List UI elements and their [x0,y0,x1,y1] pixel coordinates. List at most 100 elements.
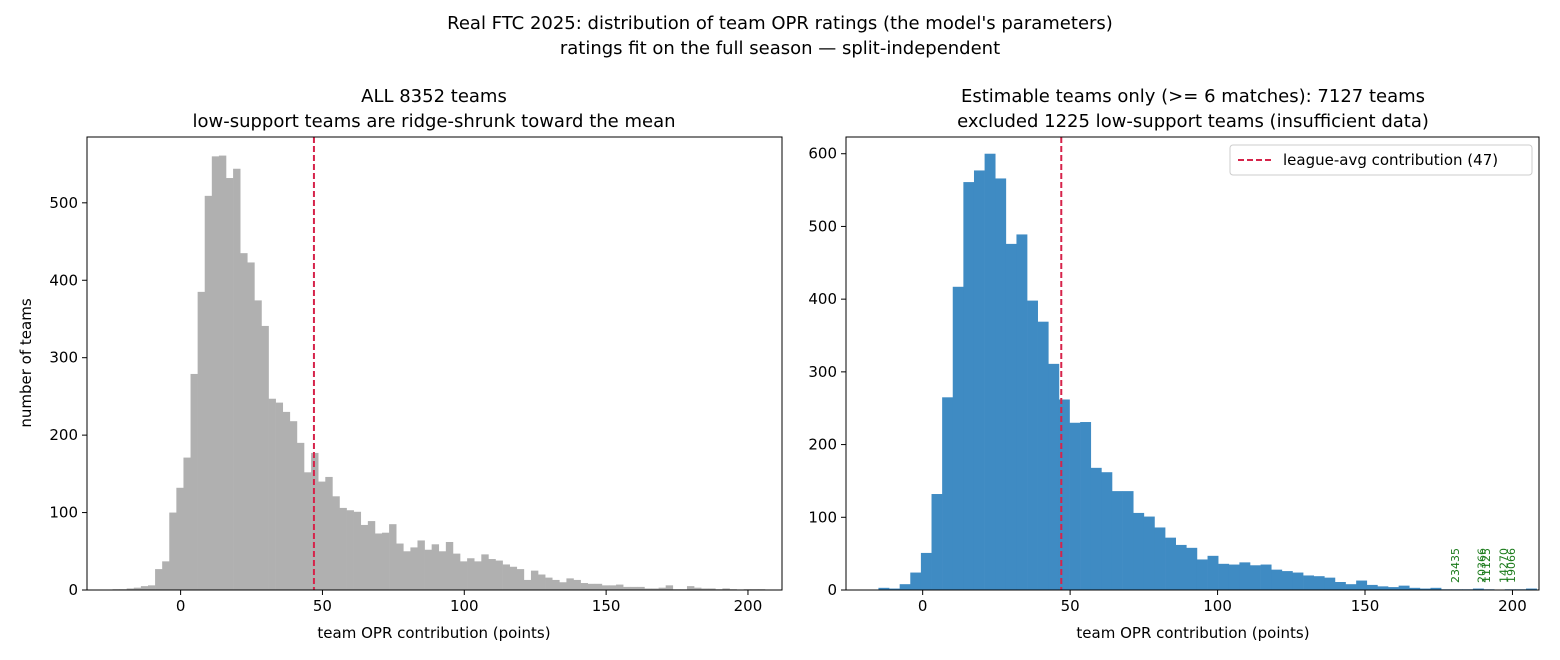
right-histogram-bar [1069,422,1081,590]
left-y-tick-label: 400 [49,271,78,289]
left-histogram-bar [197,291,206,590]
left-x-axis-label: team OPR contribution (points) [317,624,550,642]
left-histogram-bar [311,452,319,590]
left-histogram-bar [637,586,645,590]
left-histogram-bar [233,168,241,590]
right-histogram-bar [1324,577,1336,590]
left-histogram-bar [296,442,305,590]
right-histogram-bar [1111,491,1123,590]
left-histogram-bar [176,487,184,590]
left-histogram-bar [126,588,135,590]
left-histogram-bar [467,558,475,590]
right-histogram-bar [1388,587,1399,590]
left-histogram-bar [211,156,220,591]
right-histogram-bar [1366,584,1378,590]
right-histogram-bar [1101,472,1113,590]
right-histogram-bar [1090,467,1102,590]
left-histogram-bar [452,553,461,590]
right-histogram-bar [878,587,890,590]
right-histogram-bar [1037,321,1049,590]
left-histogram-bar [445,541,454,590]
left-chart-subtitle: low-support teams are ridge-shrunk towar… [192,111,675,132]
right-histogram-bar [1122,491,1134,590]
legend-label: league-avg contribution (47) [1283,151,1498,169]
left-histogram-bar [431,544,440,590]
left-x-tick-label: 200 [734,597,763,615]
right-histogram-bar [1377,586,1389,590]
left-histogram-bar [389,524,397,590]
left-histogram-bar [190,373,198,590]
left-y-tick-label: 500 [49,194,78,212]
right-histogram-bar [1356,580,1368,590]
left-histogram-bar [438,551,447,590]
left-histogram-bar [495,560,503,590]
left-histogram-bar [708,588,716,590]
right-histogram-bar [1313,576,1325,590]
left-histogram-bar [339,507,347,590]
right-histogram-bar [1058,399,1070,590]
outlier-team-label: 11125 [1480,548,1493,583]
right-chart-subtitle: excluded 1225 low-support teams (insuffi… [957,111,1429,132]
right-histogram-bar [910,572,922,590]
right-plot-frame [845,136,1540,591]
right-histogram-bar [1048,363,1060,590]
left-histogram-bar [204,195,213,590]
right-histogram-bar [1419,588,1431,590]
left-histogram-bar [240,253,248,590]
right-histogram-bar [1250,565,1261,590]
right-histogram-bar [973,170,985,590]
right-x-tick-label: 100 [1203,597,1232,615]
right-histogram-bar [1526,588,1537,590]
left-histogram-bar [523,579,532,590]
outlier-team-label: 23435 [1449,548,1462,583]
left-histogram-bar [140,586,149,590]
left-plot-frame [86,136,783,591]
left-histogram-bar [701,588,709,590]
right-histogram-bar [1239,562,1251,590]
figure-title: Real FTC 2025: distribution of team OPR … [447,13,1113,34]
left-histogram-bar [282,411,291,590]
right-histogram-bar [1027,300,1038,590]
left-histogram-bar [417,540,425,590]
right-histogram-bar [920,552,932,590]
right-histogram-panel: Estimable teams only (>= 6 matches): 712… [808,86,1540,642]
right-histogram-bar [1228,564,1240,590]
left-histogram-bar [530,570,539,590]
left-histogram-bar [360,524,369,590]
legend: league-avg contribution (47) [1229,144,1533,176]
left-histogram-bar [367,521,376,590]
right-histogram-bar [1303,575,1315,590]
left-histogram-bar [410,547,418,590]
left-histogram-bar [318,481,326,590]
left-y-tick-label: 300 [49,349,78,367]
left-histogram-bar [623,586,631,590]
left-histogram-bar [289,421,298,590]
right-histogram-bar [1430,587,1442,590]
left-histogram-bar [552,579,560,590]
left-histogram-bar [587,583,596,590]
left-histogram-bar [694,587,702,590]
right-histogram-bar [1165,537,1176,590]
right-x-tick-label: 50 [1061,597,1080,615]
right-histogram-bar [1080,422,1092,590]
left-x-tick-label: 150 [592,597,621,615]
left-histogram-bar [608,585,617,590]
left-y-axis-label: number of teams [17,298,35,427]
right-histogram-bar [942,397,954,590]
left-histogram-bar [488,559,496,590]
left-y-axis: 0 100 200 300 400 500 [49,194,87,599]
right-histogram-bar [1398,585,1410,590]
right-histogram-bar [1133,512,1145,590]
right-y-tick-label: 500 [808,217,837,235]
left-x-tick-label: 0 [176,597,186,615]
left-histogram-bar [601,585,610,590]
left-histogram-bar [325,476,333,590]
left-histogram-bar [424,549,432,590]
left-histogram-bar [573,579,581,590]
right-histogram-bar [984,153,996,590]
left-histogram-bar [722,588,730,590]
right-x-axis-label: team OPR contribution (points) [1076,624,1309,642]
left-histogram-bar [502,564,510,590]
